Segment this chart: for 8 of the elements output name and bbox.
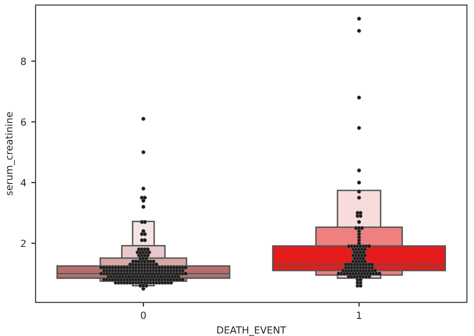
x-tick-label: 0	[140, 312, 146, 319]
y-tick-label: 4	[20, 179, 26, 186]
y-axis-title: serum_creatinine	[5, 112, 15, 196]
x-axis-title: DEATH_EVENT	[217, 326, 286, 336]
y-tick-label: 2	[21, 240, 26, 247]
x-tick-label: 1	[357, 312, 362, 319]
y-tick-label: 8	[20, 58, 26, 66]
y-tick-label: 6	[21, 118, 26, 126]
